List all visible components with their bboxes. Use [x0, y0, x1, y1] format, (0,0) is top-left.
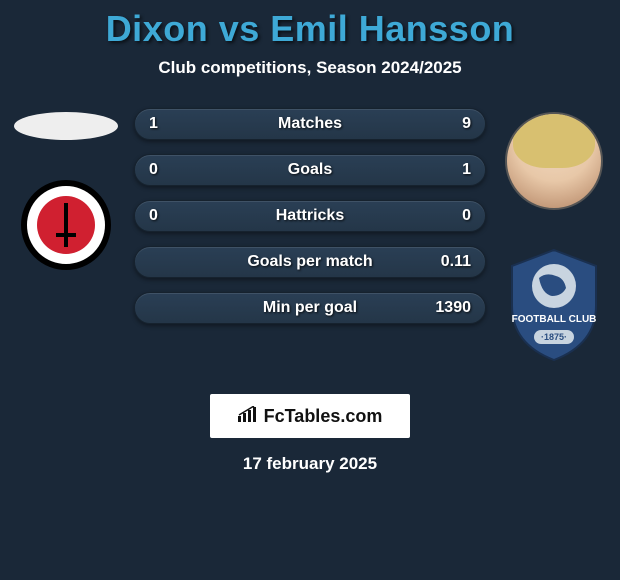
sword-icon	[64, 203, 68, 247]
stat-label: Goals	[135, 161, 485, 179]
left-side	[6, 108, 126, 362]
club-year: ·1875·	[541, 332, 567, 342]
stats-bars: 1 Matches 9 0 Goals 1 0 Hattricks 0 Goal…	[126, 108, 494, 362]
page-title: Dixon vs Emil Hansson	[0, 0, 620, 50]
right-side: FOOTBALL CLUB ·1875·	[494, 108, 614, 362]
comparison-content: 1 Matches 9 0 Goals 1 0 Hattricks 0 Goal…	[0, 108, 620, 362]
player-right-avatar	[505, 112, 603, 210]
brand-text: FcTables.com	[264, 406, 383, 427]
stat-row: Min per goal 1390	[134, 292, 486, 324]
stat-row: 1 Matches 9	[134, 108, 486, 140]
subtitle: Club competitions, Season 2024/2025	[0, 58, 620, 78]
stat-label: Min per goal	[135, 299, 485, 317]
club-left-badge-inner	[37, 196, 95, 254]
player-left-avatar	[14, 112, 118, 140]
stat-label: Goals per match	[135, 253, 485, 271]
club-right-badge: FOOTBALL CLUB ·1875·	[504, 248, 604, 362]
chart-icon	[238, 406, 258, 427]
stat-row: 0 Goals 1	[134, 154, 486, 186]
stat-label: Hattricks	[135, 207, 485, 225]
stat-row: Goals per match 0.11	[134, 246, 486, 278]
stat-row: 0 Hattricks 0	[134, 200, 486, 232]
club-left-badge	[21, 180, 111, 270]
svg-text:FOOTBALL CLUB: FOOTBALL CLUB	[512, 314, 597, 325]
date-text: 17 february 2025	[0, 454, 620, 474]
brand-badge: FcTables.com	[210, 394, 410, 438]
shield-icon: FOOTBALL CLUB ·1875·	[504, 248, 604, 362]
stat-label: Matches	[135, 115, 485, 133]
